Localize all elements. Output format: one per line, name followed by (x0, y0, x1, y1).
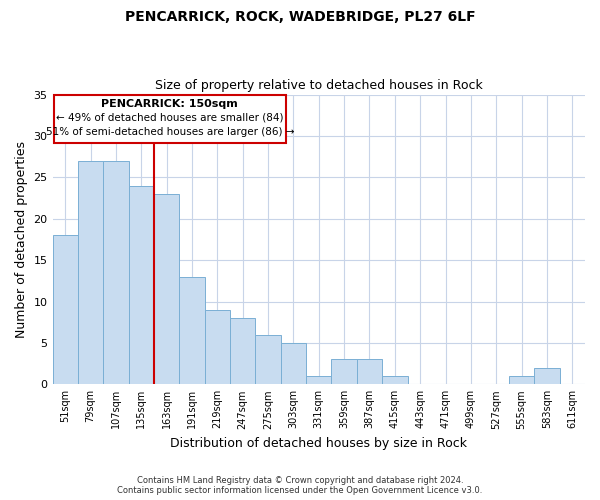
Bar (230, 318, 256, 384)
Bar (128, 186, 154, 384)
Y-axis label: Number of detached properties: Number of detached properties (15, 141, 28, 338)
Bar (154, 194, 179, 384)
X-axis label: Distribution of detached houses by size in Rock: Distribution of detached houses by size … (170, 437, 467, 450)
Text: 51% of semi-detached houses are larger (86) →: 51% of semi-detached houses are larger (… (46, 127, 294, 137)
Bar (103, 161, 128, 384)
Bar (53, 236, 78, 384)
Bar (509, 376, 534, 384)
Bar (534, 368, 560, 384)
Bar (205, 310, 230, 384)
Bar (256, 334, 281, 384)
Bar (306, 376, 331, 384)
Text: Contains HM Land Registry data © Crown copyright and database right 2024.
Contai: Contains HM Land Registry data © Crown c… (118, 476, 482, 495)
Title: Size of property relative to detached houses in Rock: Size of property relative to detached ho… (155, 79, 482, 92)
Bar (382, 376, 407, 384)
FancyBboxPatch shape (54, 94, 286, 142)
Text: ← 49% of detached houses are smaller (84): ← 49% of detached houses are smaller (84… (56, 112, 284, 122)
Bar (78, 161, 103, 384)
Bar (331, 360, 357, 384)
Text: PENCARRICK, ROCK, WADEBRIDGE, PL27 6LF: PENCARRICK, ROCK, WADEBRIDGE, PL27 6LF (125, 10, 475, 24)
Bar (281, 343, 306, 384)
Text: PENCARRICK: 150sqm: PENCARRICK: 150sqm (101, 100, 238, 110)
Bar (357, 360, 382, 384)
Bar (179, 276, 205, 384)
